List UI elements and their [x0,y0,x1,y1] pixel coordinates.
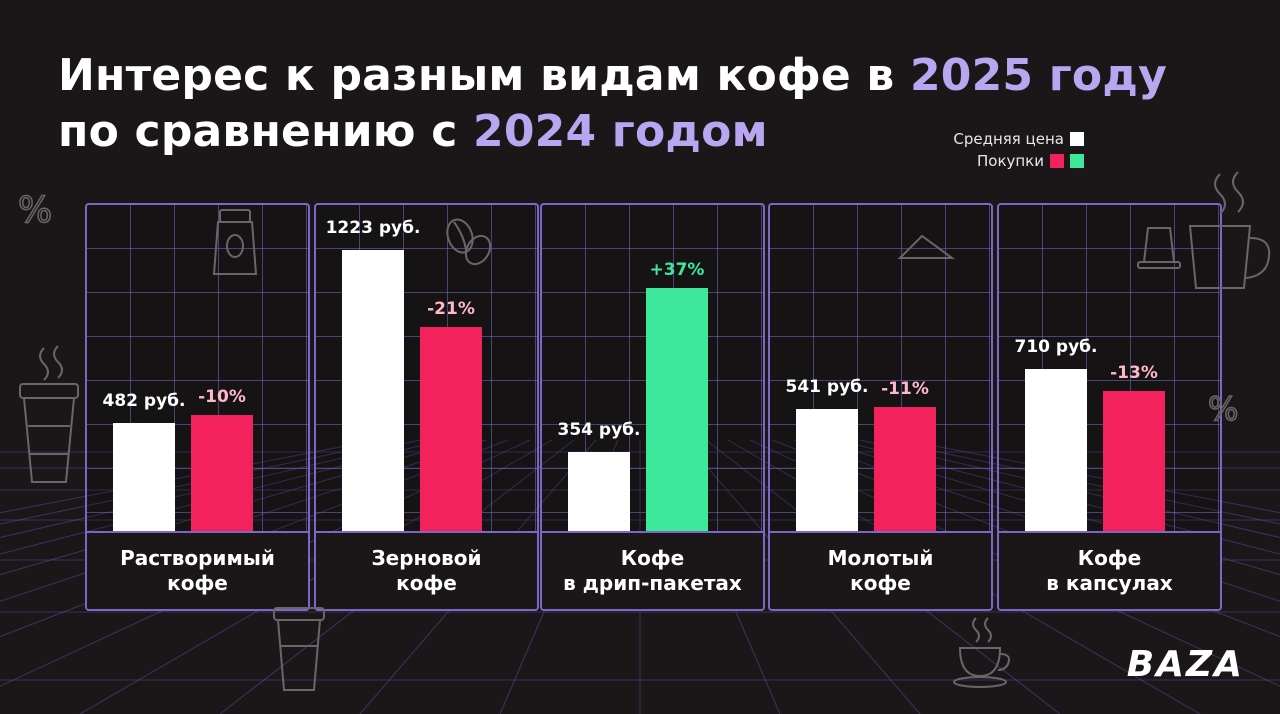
category-label-area-instant: Растворимый кофе [87,531,308,609]
card-instant: 482 руб. -10% Растворимый кофе [85,203,310,611]
label-purchases-capsules: -13% [1110,363,1158,383]
chart-title: Интерес к разным видам кофе в 2025 году … [58,48,1167,160]
label-price-ground: 541 руб. [785,376,869,397]
ground-coffee-pile-icon [897,234,956,259]
coffee-beans-icon [446,218,492,266]
label-price-instant: 482 руб. [102,390,186,411]
label-purchases-drip: +37% [649,260,705,281]
category-label-capsules: Кофе в капсулах [1046,546,1172,596]
label-price-beans: 1223 руб. [325,217,421,238]
legend-swatch-red [1050,154,1064,168]
category-label-line: кофе [167,571,228,595]
legend: Средняя цена Покупки [953,128,1084,172]
card-capsules: 710 руб. -13% Кофе в капсулах [997,203,1222,611]
coffee-cup-icon [1188,171,1271,289]
category-label-instant: Растворимый кофе [120,546,275,596]
label-purchases-ground: -11% [881,379,929,399]
bar-price-capsules [1025,369,1087,535]
label-purchases-beans: -21% [427,299,475,319]
card-beans: 1223 руб. -21% Зерновой кофе [314,203,539,611]
category-label-line: в дрип-пакетах [563,571,742,595]
legend-item-price: Средняя цена [953,128,1084,150]
category-label-line: кофе [850,571,911,595]
bar-price-instant [113,422,175,535]
category-label-drip: Кофе в дрип-пакетах [563,546,742,596]
bar-purchases-instant [191,415,253,535]
category-label-area-ground: Молотый кофе [770,531,991,609]
bar-purchases-capsules [1103,391,1165,535]
takeaway-cup-icon-bottom [273,607,325,691]
bar-purchases-ground [874,407,936,535]
jar-icon [212,209,258,275]
label-purchases-instant: -10% [198,387,246,407]
bar-purchases-beans [420,327,482,535]
bar-price-ground [796,408,858,535]
title-year-2024: 2024 годом [473,106,768,157]
title-line-2: по сравнению с 2024 годом [58,106,768,157]
svg-text:%: % [1208,390,1238,428]
category-label-line: в капсулах [1046,571,1173,595]
label-price-capsules: 710 руб. [1014,337,1098,358]
title-year-2025: 2025 году [909,50,1167,101]
bar-price-drip [568,452,630,535]
takeaway-cup-icon [19,345,79,483]
category-label-area-drip: Кофе в дрип-пакетах [542,531,763,609]
category-label-line: Зерновой [371,546,482,570]
category-label-line: Кофе [1077,546,1142,570]
label-price-drip: 354 руб. [557,420,641,441]
bar-purchases-drip [646,288,708,535]
category-label-ground: Молотый кофе [828,546,934,596]
category-label-line: Растворимый [120,546,275,570]
baza-logo: BAZA [1126,644,1244,685]
category-label-area-capsules: Кофе в капсулах [999,531,1220,609]
bar-price-beans [342,249,404,535]
card-ground: 541 руб. -11% Молотый кофе [768,203,993,611]
category-label-area-beans: Зерновой кофе [316,531,537,609]
legend-swatch-green [1070,154,1084,168]
svg-text:%: % [18,190,52,230]
coffee-cup-saucer-icon [953,617,1010,688]
category-label-line: Молотый [827,546,934,570]
category-label-beans: Зерновой кофе [371,546,481,596]
percent-icon-right: % [1207,389,1239,428]
percent-icon: % [17,189,53,230]
legend-item-purchases: Покупки [953,150,1084,172]
category-label-line: кофе [396,571,457,595]
coffee-capsule-icon [1137,227,1181,269]
title-line-1: Интерес к разным видам кофе в 2025 году [58,50,1167,101]
card-drip: 354 руб. +37% Кофе в дрип-пакетах [540,203,765,611]
legend-swatch-white [1070,132,1084,146]
category-label-line: Кофе [620,546,685,570]
